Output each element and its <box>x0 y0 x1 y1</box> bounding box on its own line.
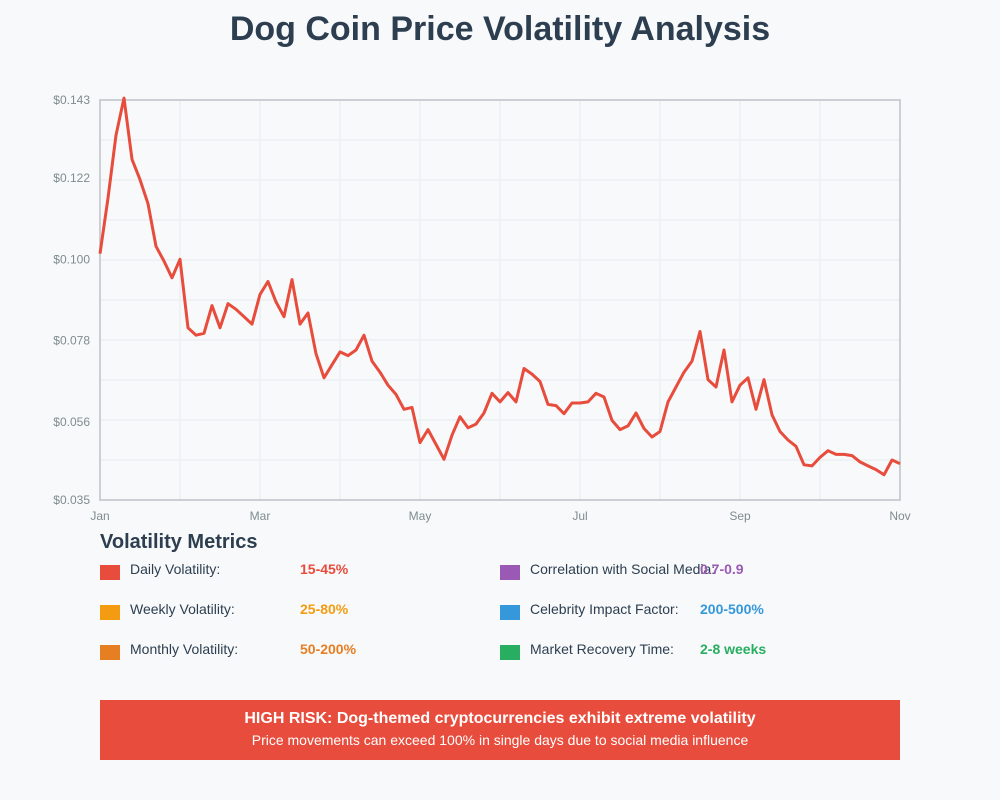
metric-value: 50-200% <box>300 641 357 657</box>
y-tick-label: $0.100 <box>53 252 90 266</box>
x-tick-label: Sep <box>729 509 751 523</box>
x-tick-label: Jul <box>572 509 587 523</box>
metric-label: Weekly Volatility: <box>130 601 235 617</box>
risk-subtitle: Price movements can exceed 100% in singl… <box>251 732 749 748</box>
y-tick-label: $0.035 <box>53 493 90 507</box>
x-axis-ticks: Jan Mar May Jul Sep Nov <box>90 509 910 523</box>
price-series-line <box>98 96 901 477</box>
risk-warning-banner: HIGH RISK: Dog-themed cryptocurrencies e… <box>100 700 900 760</box>
metric-label: Daily Volatility: <box>130 561 221 577</box>
daily-volatility-swatch <box>100 565 120 580</box>
celebrity-impact-swatch <box>500 605 520 620</box>
metric-label: Market Recovery Time: <box>530 641 674 657</box>
recovery-time-swatch <box>500 645 520 660</box>
metric-value: 200-500% <box>700 601 764 617</box>
page-title: Dog Coin Price Volatility Analysis <box>229 10 771 48</box>
social-correlation-swatch <box>500 565 520 580</box>
metrics-heading: Volatility Metrics <box>100 531 258 553</box>
x-tick-label: May <box>409 509 432 523</box>
metric-label: Correlation with Social Media: <box>530 561 716 577</box>
plot-area-frame <box>99 99 901 501</box>
metric-value: 2-8 weeks <box>700 641 767 657</box>
x-tick-label: Nov <box>889 509 910 523</box>
y-tick-label: $0.122 <box>53 171 90 185</box>
x-tick-label: Jan <box>90 509 109 523</box>
chart-grid <box>100 100 900 500</box>
metric-label: Monthly Volatility: <box>130 641 239 657</box>
y-tick-label: $0.143 <box>53 93 90 107</box>
x-tick-label: Mar <box>250 509 271 523</box>
y-tick-label: $0.056 <box>53 415 90 429</box>
y-axis-ticks: $0.035 $0.056 $0.078 $0.100 $0.122 $0.143 <box>53 93 90 507</box>
weekly-volatility-swatch <box>100 605 120 620</box>
metric-value: 25-80% <box>300 601 349 617</box>
monthly-volatility-swatch <box>100 645 120 660</box>
y-tick-label: $0.078 <box>53 334 90 348</box>
metric-value: 0.7-0.9 <box>700 561 744 577</box>
risk-title: HIGH RISK: Dog-themed cryptocurrencies e… <box>244 710 756 727</box>
metric-label: Celebrity Impact Factor: <box>530 601 679 617</box>
metric-value: 15-45% <box>300 561 349 577</box>
